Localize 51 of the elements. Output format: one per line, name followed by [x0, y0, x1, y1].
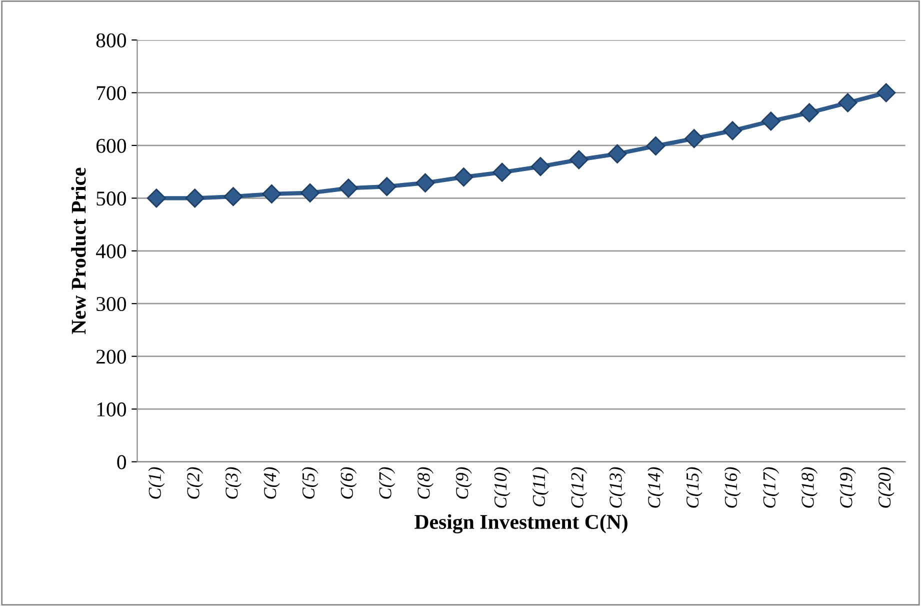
point — [761, 112, 780, 131]
point — [224, 187, 243, 206]
point — [492, 162, 512, 182]
point — [838, 93, 858, 112]
x-tick-label: C(18) — [801, 467, 818, 508]
y-tick-label: 200 — [96, 350, 126, 364]
x-tick-label: C(10) — [494, 467, 510, 508]
point — [608, 144, 627, 164]
point — [722, 121, 742, 140]
x-tick-label: C(15) — [686, 467, 702, 508]
y-tick-label: 600 — [96, 138, 126, 153]
x-tick-label: C(17) — [762, 467, 780, 508]
point — [530, 156, 550, 176]
point — [454, 168, 474, 187]
point — [800, 103, 819, 122]
x-tick-label: C(20) — [878, 467, 894, 508]
x-tick-label: C(14) — [648, 467, 664, 508]
point — [377, 177, 396, 196]
point — [876, 83, 896, 102]
point — [416, 173, 435, 192]
point — [646, 136, 666, 156]
point — [300, 183, 320, 202]
x-tick-label: C(13) — [609, 467, 626, 508]
point — [569, 150, 588, 170]
x-tick-label: C(19) — [840, 467, 856, 508]
y-axis-title: New Product Price — [71, 168, 86, 334]
x-tick-label: C(1) — [148, 467, 165, 499]
y-tick-label: 100 — [97, 402, 126, 416]
y-tick-label: 400 — [96, 244, 126, 258]
x-tick-label: C(4) — [263, 467, 280, 499]
x-axis-title: Design Investment C(N) — [414, 514, 628, 534]
x-tick-label: C(9) — [455, 467, 472, 499]
y-tick-label: 500 — [96, 192, 126, 206]
point — [262, 184, 282, 204]
x-tick-label: C(3) — [225, 467, 242, 499]
point — [338, 178, 358, 198]
x-tick-label: C(6) — [340, 467, 357, 499]
x-tick-label: C(2) — [186, 467, 204, 499]
y-tick-label: 0 — [117, 455, 126, 470]
x-tick-label: C(8) — [417, 467, 434, 499]
x-tick-label: C(11) — [532, 467, 549, 506]
x-tick-label: C(12) — [570, 467, 588, 508]
x-tick-label: C(16) — [724, 467, 741, 508]
point — [185, 188, 204, 208]
x-tick-label: C(5) — [302, 467, 318, 499]
y-tick-label: 300 — [96, 296, 126, 312]
point — [684, 129, 704, 148]
y-tick-label: 800 — [96, 33, 126, 48]
x-tick-label: C(7) — [378, 467, 396, 499]
point — [146, 188, 166, 208]
y-tick-label: 700 — [96, 86, 126, 100]
